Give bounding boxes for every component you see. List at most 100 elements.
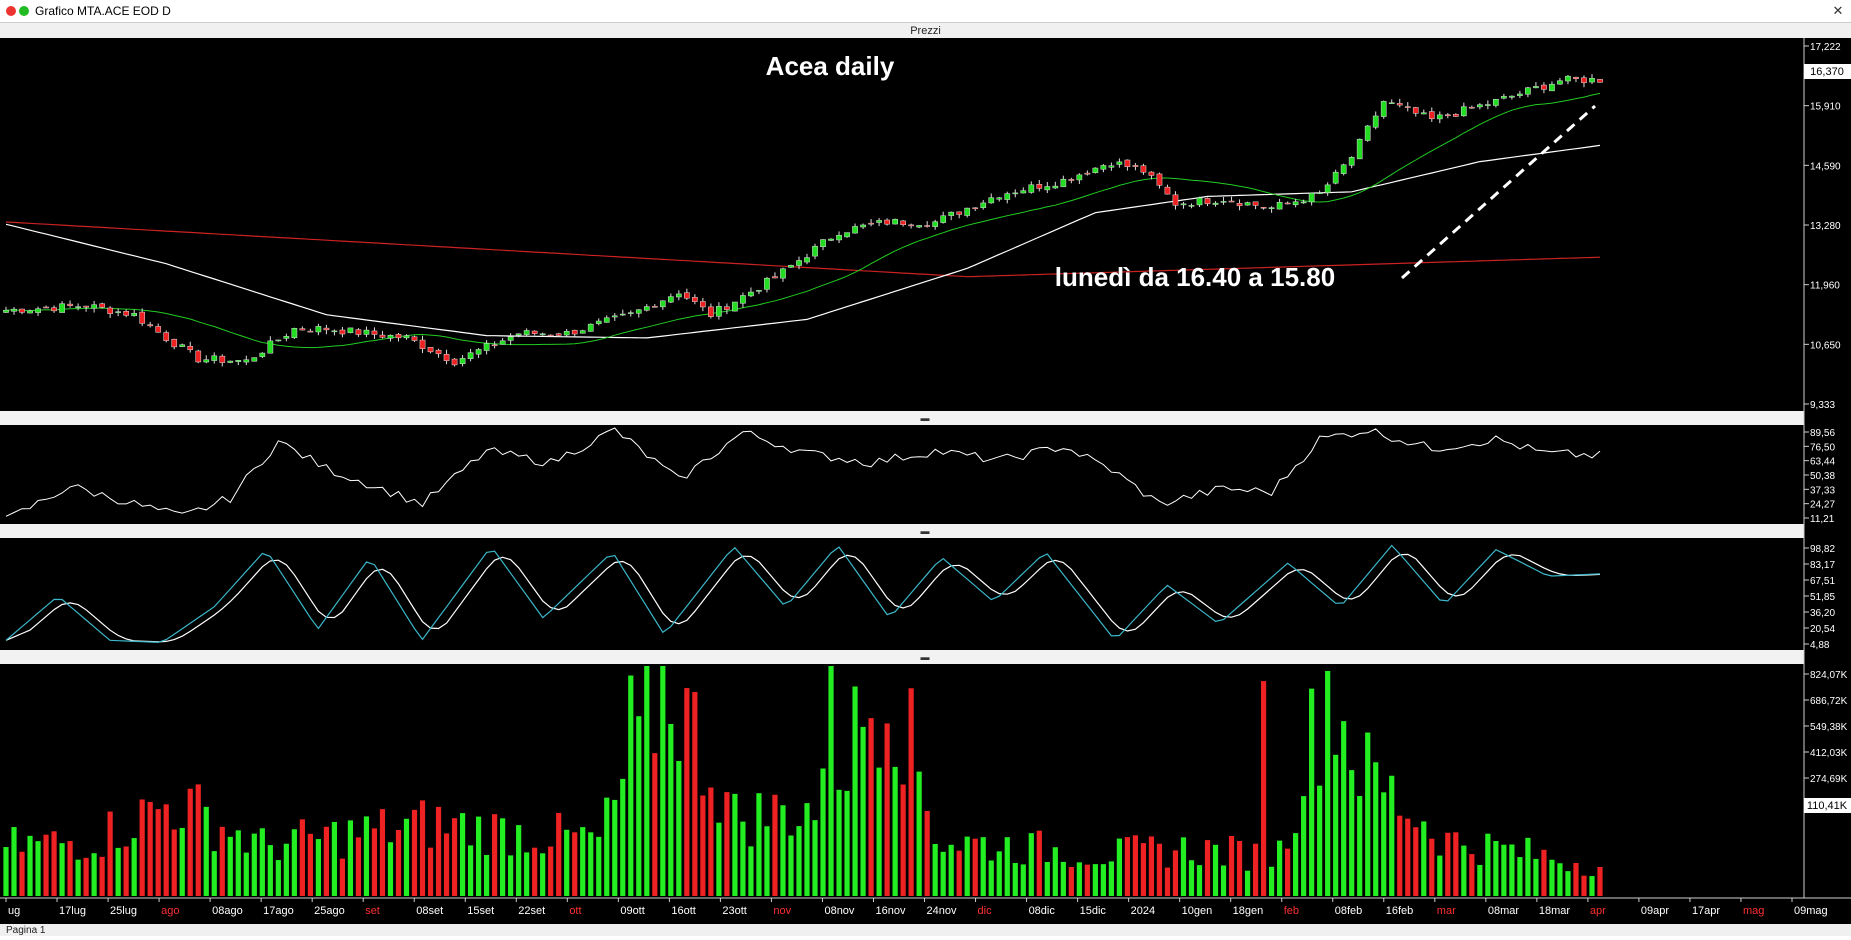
candle [1220,197,1227,205]
volume-bar [548,846,554,896]
candle [395,332,402,342]
volume-bar [956,850,962,896]
volume-bar [147,801,153,896]
date-tick-label: ago [161,905,179,917]
date-tick-label: 25ago [314,905,345,917]
volume-bars [3,666,1603,896]
candle [1100,164,1107,173]
volume-bar [1597,866,1603,896]
candle [1356,138,1363,160]
volume-bar [211,851,217,896]
volume-bar [1573,862,1579,896]
chart-area[interactable]: ▬ ▬ ▬ 17,222 15,910 14,590 13,280 11,960 10,6… [0,38,1851,936]
volume-bar [1389,775,1395,896]
candle [820,239,826,251]
candle [83,305,89,312]
volume-bar [1252,843,1259,896]
candle [1276,198,1283,210]
candle [1284,201,1291,205]
candle [1573,76,1579,83]
candle [860,223,866,229]
candle [1493,98,1499,108]
volume-bar [443,833,450,896]
candle [275,339,282,342]
candle [11,307,17,315]
candle [627,310,634,317]
candle [812,243,818,260]
candle [964,207,971,218]
volume-bar [1036,830,1042,896]
candle [1004,191,1011,204]
rsi-line [5,427,1601,517]
svg-text:▬: ▬ [921,526,930,536]
date-tick-label: 10gen [1182,905,1213,917]
candle [836,231,842,244]
volume-bar [35,841,41,896]
candle [515,333,522,338]
window-green-dot-icon[interactable] [19,6,29,16]
candle [499,338,506,345]
axis-tick-label: 824,07K [1810,670,1848,681]
volume-bar [788,835,794,896]
candle [467,348,474,362]
volume-bar [628,675,634,896]
candle [1476,103,1483,110]
candle [1388,99,1395,105]
candle [435,348,442,358]
volume-bar [1188,860,1195,896]
volume-bar [155,809,161,896]
candle [251,357,258,362]
date-tick-label: 09mag [1794,905,1828,917]
chart-title-annotation: Acea daily [766,51,895,81]
candle [1332,169,1339,185]
candle [307,328,314,333]
volume-bar [1341,721,1347,896]
candle [1260,207,1267,210]
volume-bar [163,804,169,896]
candle [187,341,194,353]
right-axis-strip [1804,38,1851,936]
volume-bar [508,855,514,896]
candle [1372,111,1379,130]
candle [219,354,226,367]
date-tick-label: mag [1743,905,1764,917]
date-tick-label: set [365,905,380,917]
candle [1196,196,1203,207]
axis-tick-label: 89,56 [1810,428,1835,439]
candle [563,329,570,337]
candle [443,349,450,365]
volume-bar [27,835,33,896]
axis-tick-label: 15,910 [1810,102,1841,113]
volume-bar [780,805,786,896]
candle [195,349,202,364]
candle [243,355,250,366]
volume-bar [1541,849,1547,896]
volume-bar [1493,841,1499,896]
volume-bar [475,816,482,896]
volume-bar [1148,836,1155,896]
window-red-dot-icon[interactable] [6,6,16,16]
volume-bar [940,851,946,896]
volume-bar [435,806,442,896]
axis-tick-label: 13,280 [1810,221,1841,232]
chart-svg[interactable]: ▬ ▬ ▬ 17,222 15,910 14,590 13,280 11,960 10,6… [0,38,1851,936]
volume-bar [1260,681,1267,896]
volume-bar [379,809,386,896]
volume-bar [299,819,305,896]
date-tick-label: 08dic [1029,905,1056,917]
candle [1052,181,1059,189]
volume-bar [948,844,954,896]
date-tick-label: 2024 [1131,905,1155,917]
page-tab[interactable]: Pagina 1 [6,924,46,936]
candle [371,327,378,339]
candle [211,352,218,364]
candle [868,218,874,227]
volume-bar [467,845,474,896]
candle [67,300,73,308]
candle [651,304,658,308]
volume-bar [355,837,362,896]
candle [75,303,81,311]
volume-bar [676,760,682,896]
close-icon[interactable]: ✕ [1832,3,1844,19]
last-price-label: 16,370 [1810,66,1844,78]
